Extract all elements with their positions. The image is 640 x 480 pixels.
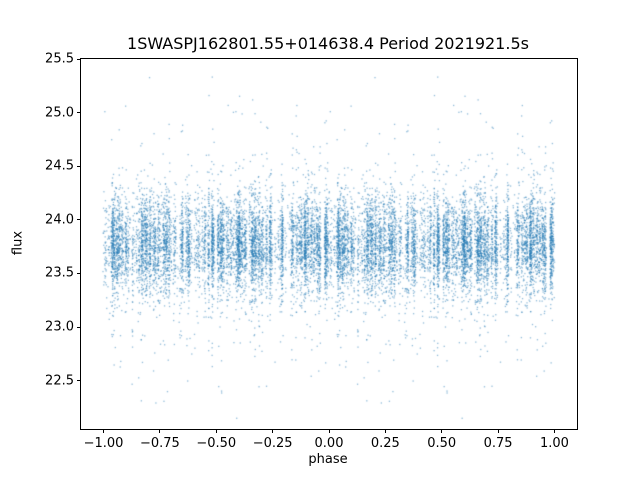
x-tick-mark <box>272 429 274 433</box>
x-tick-label: 0.25 <box>370 436 400 451</box>
x-tick-mark <box>328 429 330 433</box>
y-tick-label: 23.0 <box>45 319 74 335</box>
y-tick-label: 22.5 <box>45 373 74 389</box>
x-tick-label: 0.50 <box>427 436 457 451</box>
y-tick-label: 24.5 <box>45 158 74 174</box>
x-tick-mark <box>159 429 161 433</box>
x-tick-label: 0.00 <box>314 436 344 451</box>
x-tick-label: −0.75 <box>139 436 180 451</box>
plot-title: 1SWASPJ162801.55+014638.4 Period 2021921… <box>127 34 529 53</box>
y-tick-label: 24.0 <box>45 212 74 228</box>
x-tick-mark <box>441 429 443 433</box>
y-tick-label: 25.5 <box>45 51 74 67</box>
y-tick-label: 25.0 <box>45 105 74 121</box>
x-axis-label: phase <box>308 452 348 467</box>
x-tick-label: −0.25 <box>252 436 293 451</box>
y-tick-mark <box>77 58 81 60</box>
plot-area: −1.00 −0.75 −0.50 −0.25 0.00 0.25 0.50 0.75 1.00… <box>45 52 578 451</box>
x-tick-label: 0.75 <box>483 436 513 451</box>
y-tick-mark <box>77 219 81 221</box>
y-tick-label: 23.5 <box>45 265 74 281</box>
x-tick-label: 1.00 <box>539 436 569 451</box>
x-tick-mark <box>384 429 386 433</box>
y-tick-mark <box>77 165 81 167</box>
y-tick-mark <box>77 326 81 328</box>
x-tick-mark <box>497 429 499 433</box>
plot-canvas <box>81 59 577 429</box>
y-tick-mark <box>77 272 81 274</box>
y-tick-mark <box>77 380 81 382</box>
x-tick-mark <box>215 429 217 433</box>
x-tick-mark <box>103 429 105 433</box>
x-tick-label: −0.50 <box>196 436 237 451</box>
y-axis-label: flux <box>10 230 26 256</box>
x-tick-mark <box>553 429 555 433</box>
y-tick-mark <box>77 112 81 114</box>
x-tick-label: −1.00 <box>83 436 124 451</box>
